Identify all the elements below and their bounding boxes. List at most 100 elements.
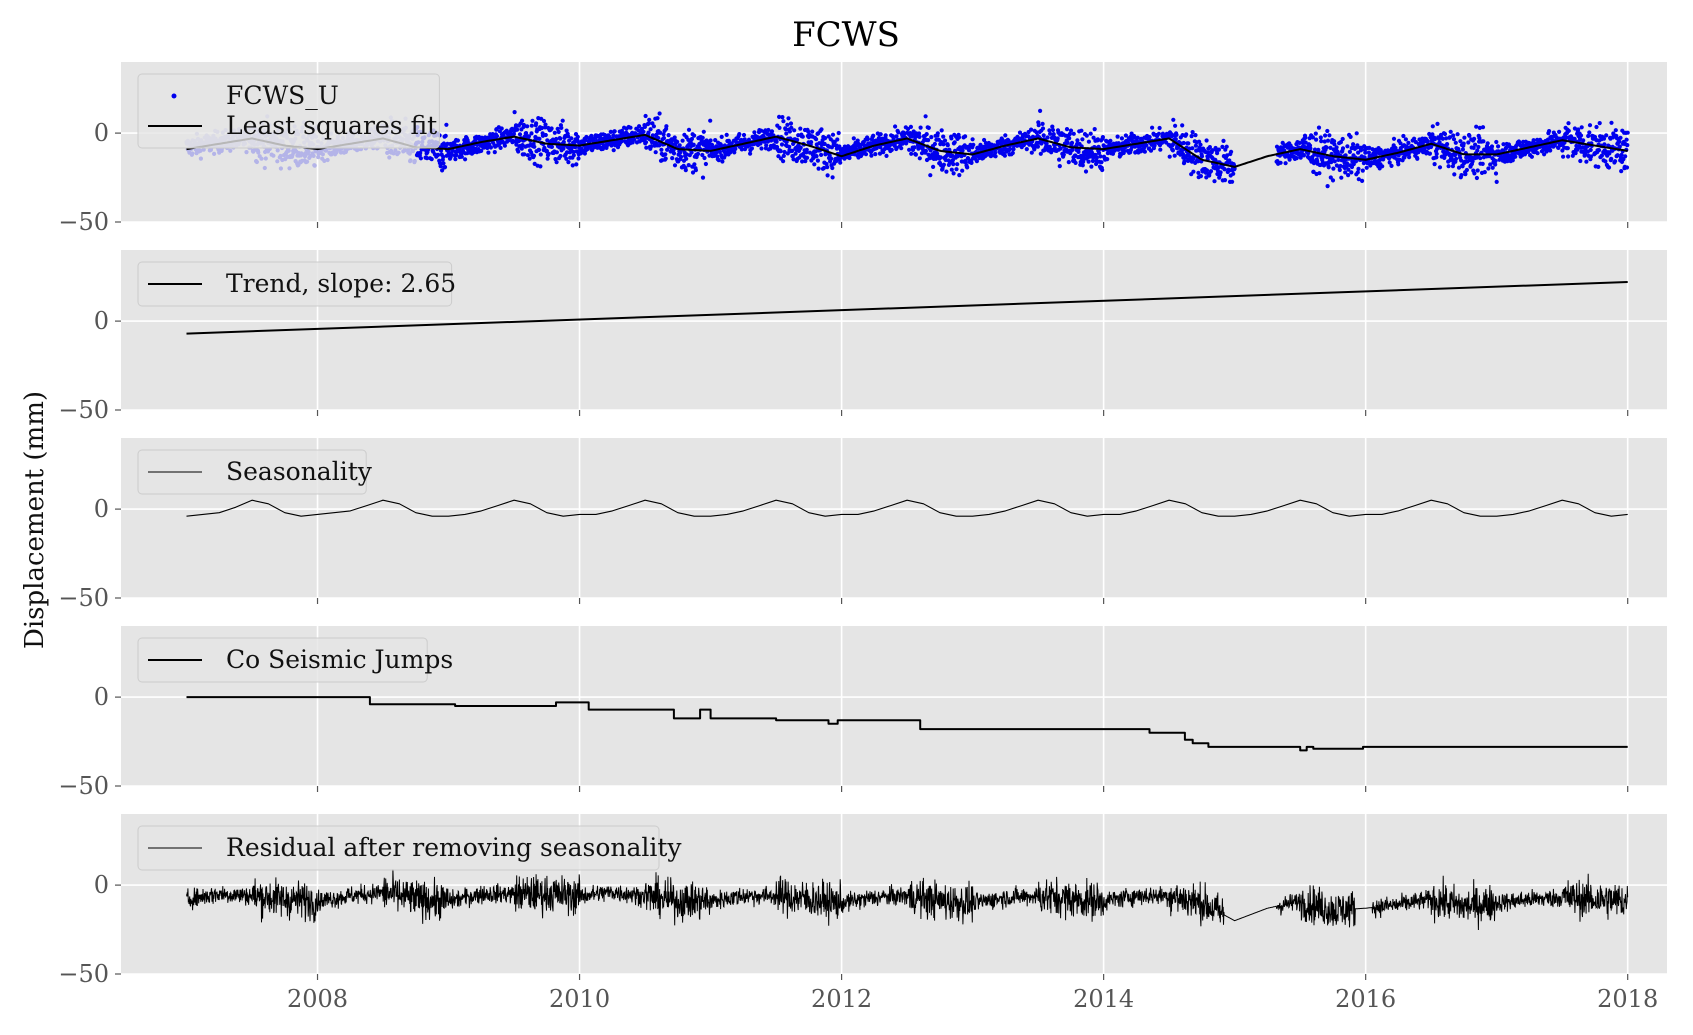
scatter-point — [863, 152, 869, 157]
scatter-point — [408, 158, 413, 163]
scatter-point — [1029, 127, 1034, 132]
x-tick-label: 2016 — [1335, 985, 1396, 1013]
scatter-point — [935, 131, 940, 136]
scatter-point — [407, 151, 412, 156]
scatter-point — [619, 139, 624, 144]
scatter-point — [951, 171, 956, 176]
scatter-point — [271, 153, 276, 158]
scatter-point — [949, 136, 954, 141]
scatter-point — [1577, 136, 1583, 142]
scatter-point — [1345, 144, 1350, 149]
scatter-point — [1584, 159, 1589, 164]
scatter-point — [1603, 159, 1608, 164]
scatter-point — [418, 150, 423, 156]
legend-label: FCWS_U — [226, 81, 339, 110]
scatter-point — [1086, 159, 1091, 164]
plot-area — [186, 499, 1628, 517]
scatter-point — [499, 126, 504, 131]
scatter-point — [1475, 168, 1480, 173]
scatter-point — [1091, 135, 1096, 140]
scatter-point — [796, 133, 801, 138]
scatter-point — [1347, 149, 1352, 154]
scatter-point — [1325, 128, 1330, 134]
scatter-point — [498, 145, 503, 150]
scatter-point — [1034, 130, 1039, 135]
scatter-point — [1602, 142, 1607, 147]
scatter-point — [1047, 128, 1052, 133]
scatter-point — [1190, 146, 1195, 151]
scatter-point — [286, 148, 291, 153]
scatter-point — [970, 137, 975, 142]
scatter-point — [1464, 167, 1469, 173]
scatter-point — [1122, 148, 1127, 153]
scatter-point — [1158, 147, 1163, 152]
scatter-point — [560, 118, 565, 123]
scatter-point — [1356, 177, 1361, 182]
scatter-point — [1430, 124, 1435, 129]
scatter-point — [515, 127, 520, 132]
scatter-point — [1198, 174, 1203, 179]
scatter-point — [1346, 167, 1351, 172]
scatter-point — [1225, 153, 1230, 158]
scatter-point — [783, 127, 788, 132]
scatter-point — [678, 150, 683, 155]
scatter-point — [1360, 168, 1365, 173]
scatter-point — [198, 156, 203, 161]
scatter-point — [410, 149, 416, 154]
scatter-point — [966, 148, 972, 153]
scatter-point — [1189, 134, 1194, 139]
scatter-point — [1002, 153, 1008, 158]
scatter-point — [1609, 156, 1614, 161]
scatter-point — [1579, 125, 1584, 130]
x-tick-label: 2012 — [811, 985, 872, 1013]
scatter-point — [1442, 131, 1448, 137]
scatter-point — [537, 136, 542, 141]
y-tick-label: 0 — [94, 495, 109, 523]
scatter-point — [791, 157, 796, 162]
scatter-point — [302, 154, 308, 159]
scatter-point — [1050, 124, 1055, 129]
scatter-point — [1448, 129, 1453, 134]
scatter-point — [926, 152, 931, 157]
scatter-point — [963, 134, 968, 139]
scatter-point — [798, 126, 803, 131]
scatter-point — [1314, 137, 1319, 142]
scatter-point — [1003, 133, 1008, 138]
scatter-point — [719, 134, 724, 139]
scatter-point — [642, 124, 648, 129]
scatter-point — [1337, 167, 1342, 173]
scatter-point — [1364, 165, 1369, 170]
y-tick-label: 0 — [94, 871, 109, 899]
scatter-point — [942, 138, 948, 143]
scatter-point — [702, 155, 707, 161]
scatter-point — [412, 158, 417, 164]
scatter-point — [1332, 142, 1337, 147]
panel-4: −50 0 Co Seismic Jumps — [58, 626, 1667, 800]
scatter-point — [1331, 166, 1336, 171]
scatter-point — [993, 154, 998, 159]
scatter-point — [1387, 160, 1392, 165]
scatter-point — [387, 155, 392, 160]
scatter-point — [1346, 173, 1351, 178]
scatter-point — [803, 159, 808, 164]
scatter-point — [1480, 161, 1485, 166]
scatter-point — [1094, 155, 1099, 160]
scatter-point — [684, 156, 689, 161]
scatter-point — [1391, 136, 1397, 141]
scatter-point — [741, 132, 747, 138]
scatter-point — [1325, 184, 1330, 189]
scatter-point — [837, 144, 842, 149]
scatter-point — [201, 147, 206, 152]
scatter-point — [644, 145, 649, 150]
scatter-point — [1041, 133, 1046, 138]
scatter-point — [1338, 140, 1343, 145]
scatter-point — [278, 166, 283, 171]
scatter-point — [519, 146, 524, 151]
scatter-point — [1316, 125, 1322, 130]
scatter-point — [779, 142, 785, 147]
scatter-point — [1475, 148, 1480, 153]
scatter-point — [954, 167, 959, 172]
scatter-point — [1445, 142, 1450, 147]
scatter-point — [322, 158, 327, 163]
y-tick-label: 0 — [94, 119, 109, 147]
